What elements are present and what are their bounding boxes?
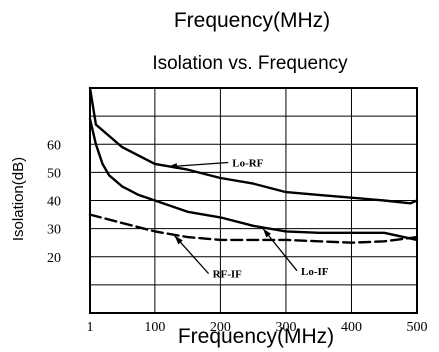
series-layer [88,86,419,244]
series-line-rf-if [88,213,419,244]
x-tick-label-400: 400 [341,320,362,335]
y-tick-label-50: 50 [47,166,61,181]
x-tick-label-500: 500 [407,320,428,335]
annotations: Lo-RF RF-IF Lo-IF [167,158,329,281]
grid [90,88,417,313]
annotation-leader-lo-if [262,228,298,272]
annotation-arrow-lo-rf [167,163,178,170]
x-tick-label-100: 100 [144,320,165,335]
y-tick-label-30: 30 [47,223,61,238]
y-tick-labels: 20 30 40 50 60 [47,138,61,266]
annotation-label-rf-if: RF-IF [213,269,243,281]
x-tick-labels: 1 100 200 300 400 500 [87,320,428,335]
x-tick-label-300: 300 [275,320,296,335]
y-tick-label-20: 20 [47,251,61,266]
x-tick-label-200: 200 [210,320,231,335]
x-tick-label-1: 1 [87,320,94,335]
annotation-label-lo-rf: Lo-RF [232,158,263,170]
top-label: Frequency(MHz) [174,9,330,32]
annotation-arrow-lo-if [263,228,271,238]
chart-title: Isolation vs. Frequency [152,53,348,74]
annotation-label-lo-if: Lo-IF [301,266,329,278]
series-line-lo-if [88,117,419,242]
y-tick-label-60: 60 [47,138,61,153]
annotation-leader-lo-rf [167,161,229,168]
x-axis-label: Frequency(MHz) [178,325,334,348]
y-axis-label: Isolation(dB) [10,157,27,241]
annotation-arrow-rf-if [174,235,183,245]
series-line-lo-rf [88,86,419,205]
y-tick-label-40: 40 [47,195,61,210]
plot-frame [89,87,418,314]
